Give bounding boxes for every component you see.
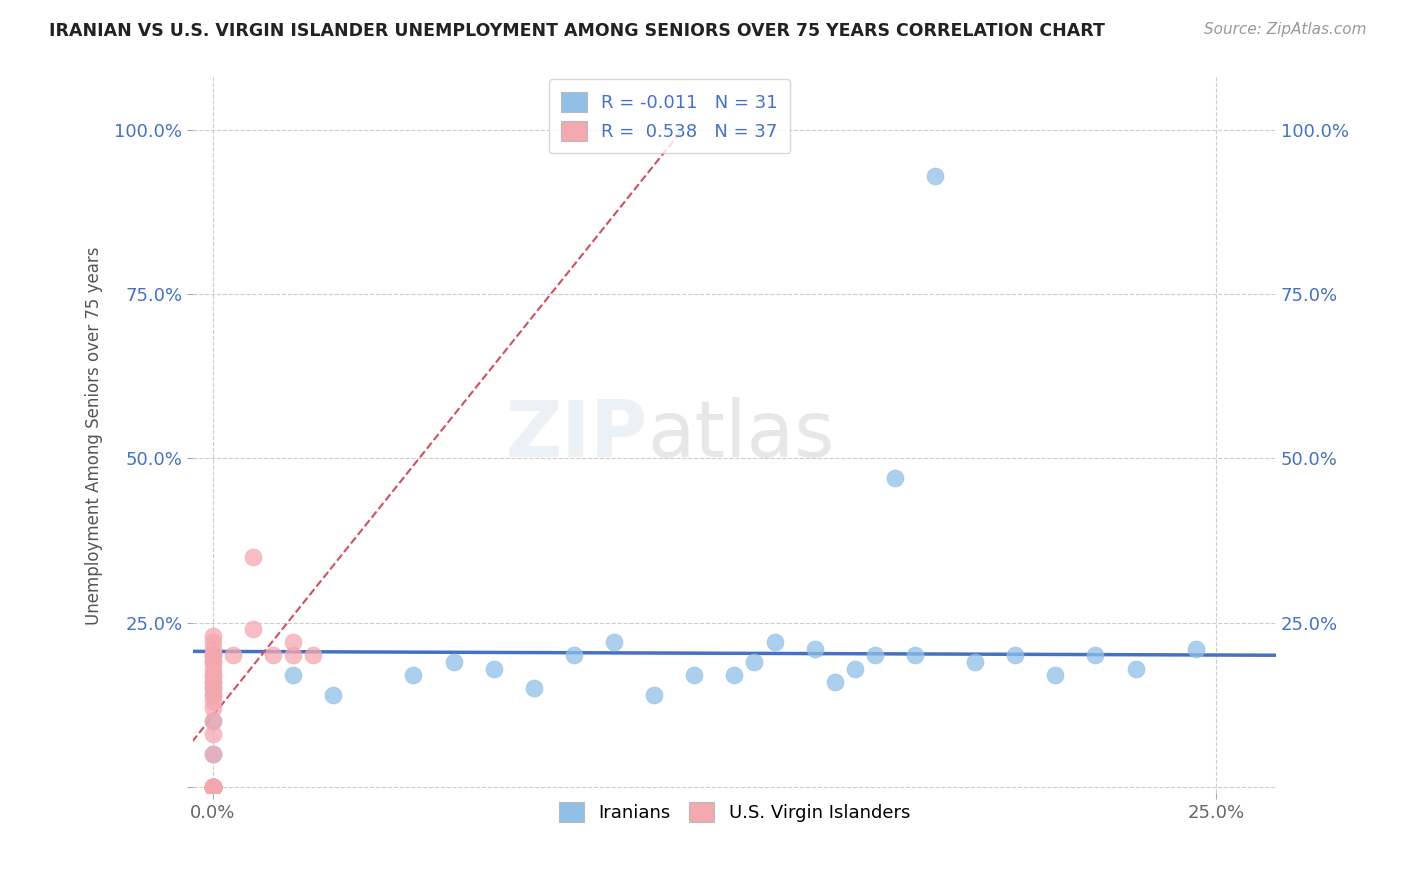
U.S. Virgin Islanders — [201, 655, 224, 669]
U.S. Virgin Islanders — [201, 780, 224, 794]
U.S. Virgin Islanders — [242, 549, 264, 564]
Iranians — [763, 635, 786, 649]
U.S. Virgin Islanders — [201, 780, 224, 794]
Iranians — [965, 655, 987, 669]
Iranians — [402, 668, 425, 682]
Iranians — [643, 688, 665, 702]
Text: atlas: atlas — [648, 398, 835, 474]
Iranians — [683, 668, 706, 682]
U.S. Virgin Islanders — [281, 648, 304, 663]
Iranians — [201, 648, 224, 663]
U.S. Virgin Islanders — [201, 635, 224, 649]
Iranians — [201, 681, 224, 696]
Iranians — [883, 471, 905, 485]
Iranians — [1004, 648, 1026, 663]
U.S. Virgin Islanders — [242, 622, 264, 636]
Text: ZIP: ZIP — [506, 398, 648, 474]
U.S. Virgin Islanders — [201, 629, 224, 643]
Iranians — [322, 688, 344, 702]
U.S. Virgin Islanders — [201, 780, 224, 794]
Iranians — [1125, 662, 1147, 676]
U.S. Virgin Islanders — [201, 727, 224, 741]
Text: IRANIAN VS U.S. VIRGIN ISLANDER UNEMPLOYMENT AMONG SENIORS OVER 75 YEARS CORRELA: IRANIAN VS U.S. VIRGIN ISLANDER UNEMPLOY… — [49, 22, 1105, 40]
Iranians — [443, 655, 465, 669]
Iranians — [1184, 641, 1206, 656]
Iranians — [723, 668, 745, 682]
Iranians — [523, 681, 546, 696]
U.S. Virgin Islanders — [201, 694, 224, 708]
Text: Source: ZipAtlas.com: Source: ZipAtlas.com — [1204, 22, 1367, 37]
U.S. Virgin Islanders — [201, 668, 224, 682]
U.S. Virgin Islanders — [201, 780, 224, 794]
U.S. Virgin Islanders — [222, 648, 245, 663]
Iranians — [863, 648, 886, 663]
U.S. Virgin Islanders — [201, 655, 224, 669]
Iranians — [201, 747, 224, 761]
Iranians — [281, 668, 304, 682]
U.S. Virgin Islanders — [201, 780, 224, 794]
Iranians — [482, 662, 505, 676]
U.S. Virgin Islanders — [201, 688, 224, 702]
U.S. Virgin Islanders — [201, 648, 224, 663]
U.S. Virgin Islanders — [201, 780, 224, 794]
Iranians — [201, 780, 224, 794]
U.S. Virgin Islanders — [201, 648, 224, 663]
U.S. Virgin Islanders — [201, 780, 224, 794]
Iranians — [824, 674, 846, 689]
U.S. Virgin Islanders — [302, 648, 325, 663]
Iranians — [744, 655, 766, 669]
Iranians — [1045, 668, 1067, 682]
Iranians — [924, 169, 946, 183]
Iranians — [904, 648, 927, 663]
U.S. Virgin Islanders — [201, 701, 224, 715]
U.S. Virgin Islanders — [262, 648, 284, 663]
Legend: Iranians, U.S. Virgin Islanders: Iranians, U.S. Virgin Islanders — [546, 789, 922, 834]
Iranians — [1084, 648, 1107, 663]
U.S. Virgin Islanders — [201, 668, 224, 682]
U.S. Virgin Islanders — [201, 662, 224, 676]
Iranians — [803, 641, 825, 656]
U.S. Virgin Islanders — [201, 681, 224, 696]
Y-axis label: Unemployment Among Seniors over 75 years: Unemployment Among Seniors over 75 years — [86, 246, 103, 624]
U.S. Virgin Islanders — [201, 674, 224, 689]
U.S. Virgin Islanders — [201, 674, 224, 689]
U.S. Virgin Islanders — [201, 714, 224, 728]
U.S. Virgin Islanders — [201, 641, 224, 656]
Iranians — [201, 714, 224, 728]
Iranians — [844, 662, 866, 676]
U.S. Virgin Islanders — [201, 747, 224, 761]
Iranians — [603, 635, 626, 649]
U.S. Virgin Islanders — [201, 780, 224, 794]
U.S. Virgin Islanders — [201, 780, 224, 794]
U.S. Virgin Islanders — [201, 688, 224, 702]
U.S. Virgin Islanders — [201, 780, 224, 794]
Iranians — [562, 648, 585, 663]
U.S. Virgin Islanders — [281, 635, 304, 649]
